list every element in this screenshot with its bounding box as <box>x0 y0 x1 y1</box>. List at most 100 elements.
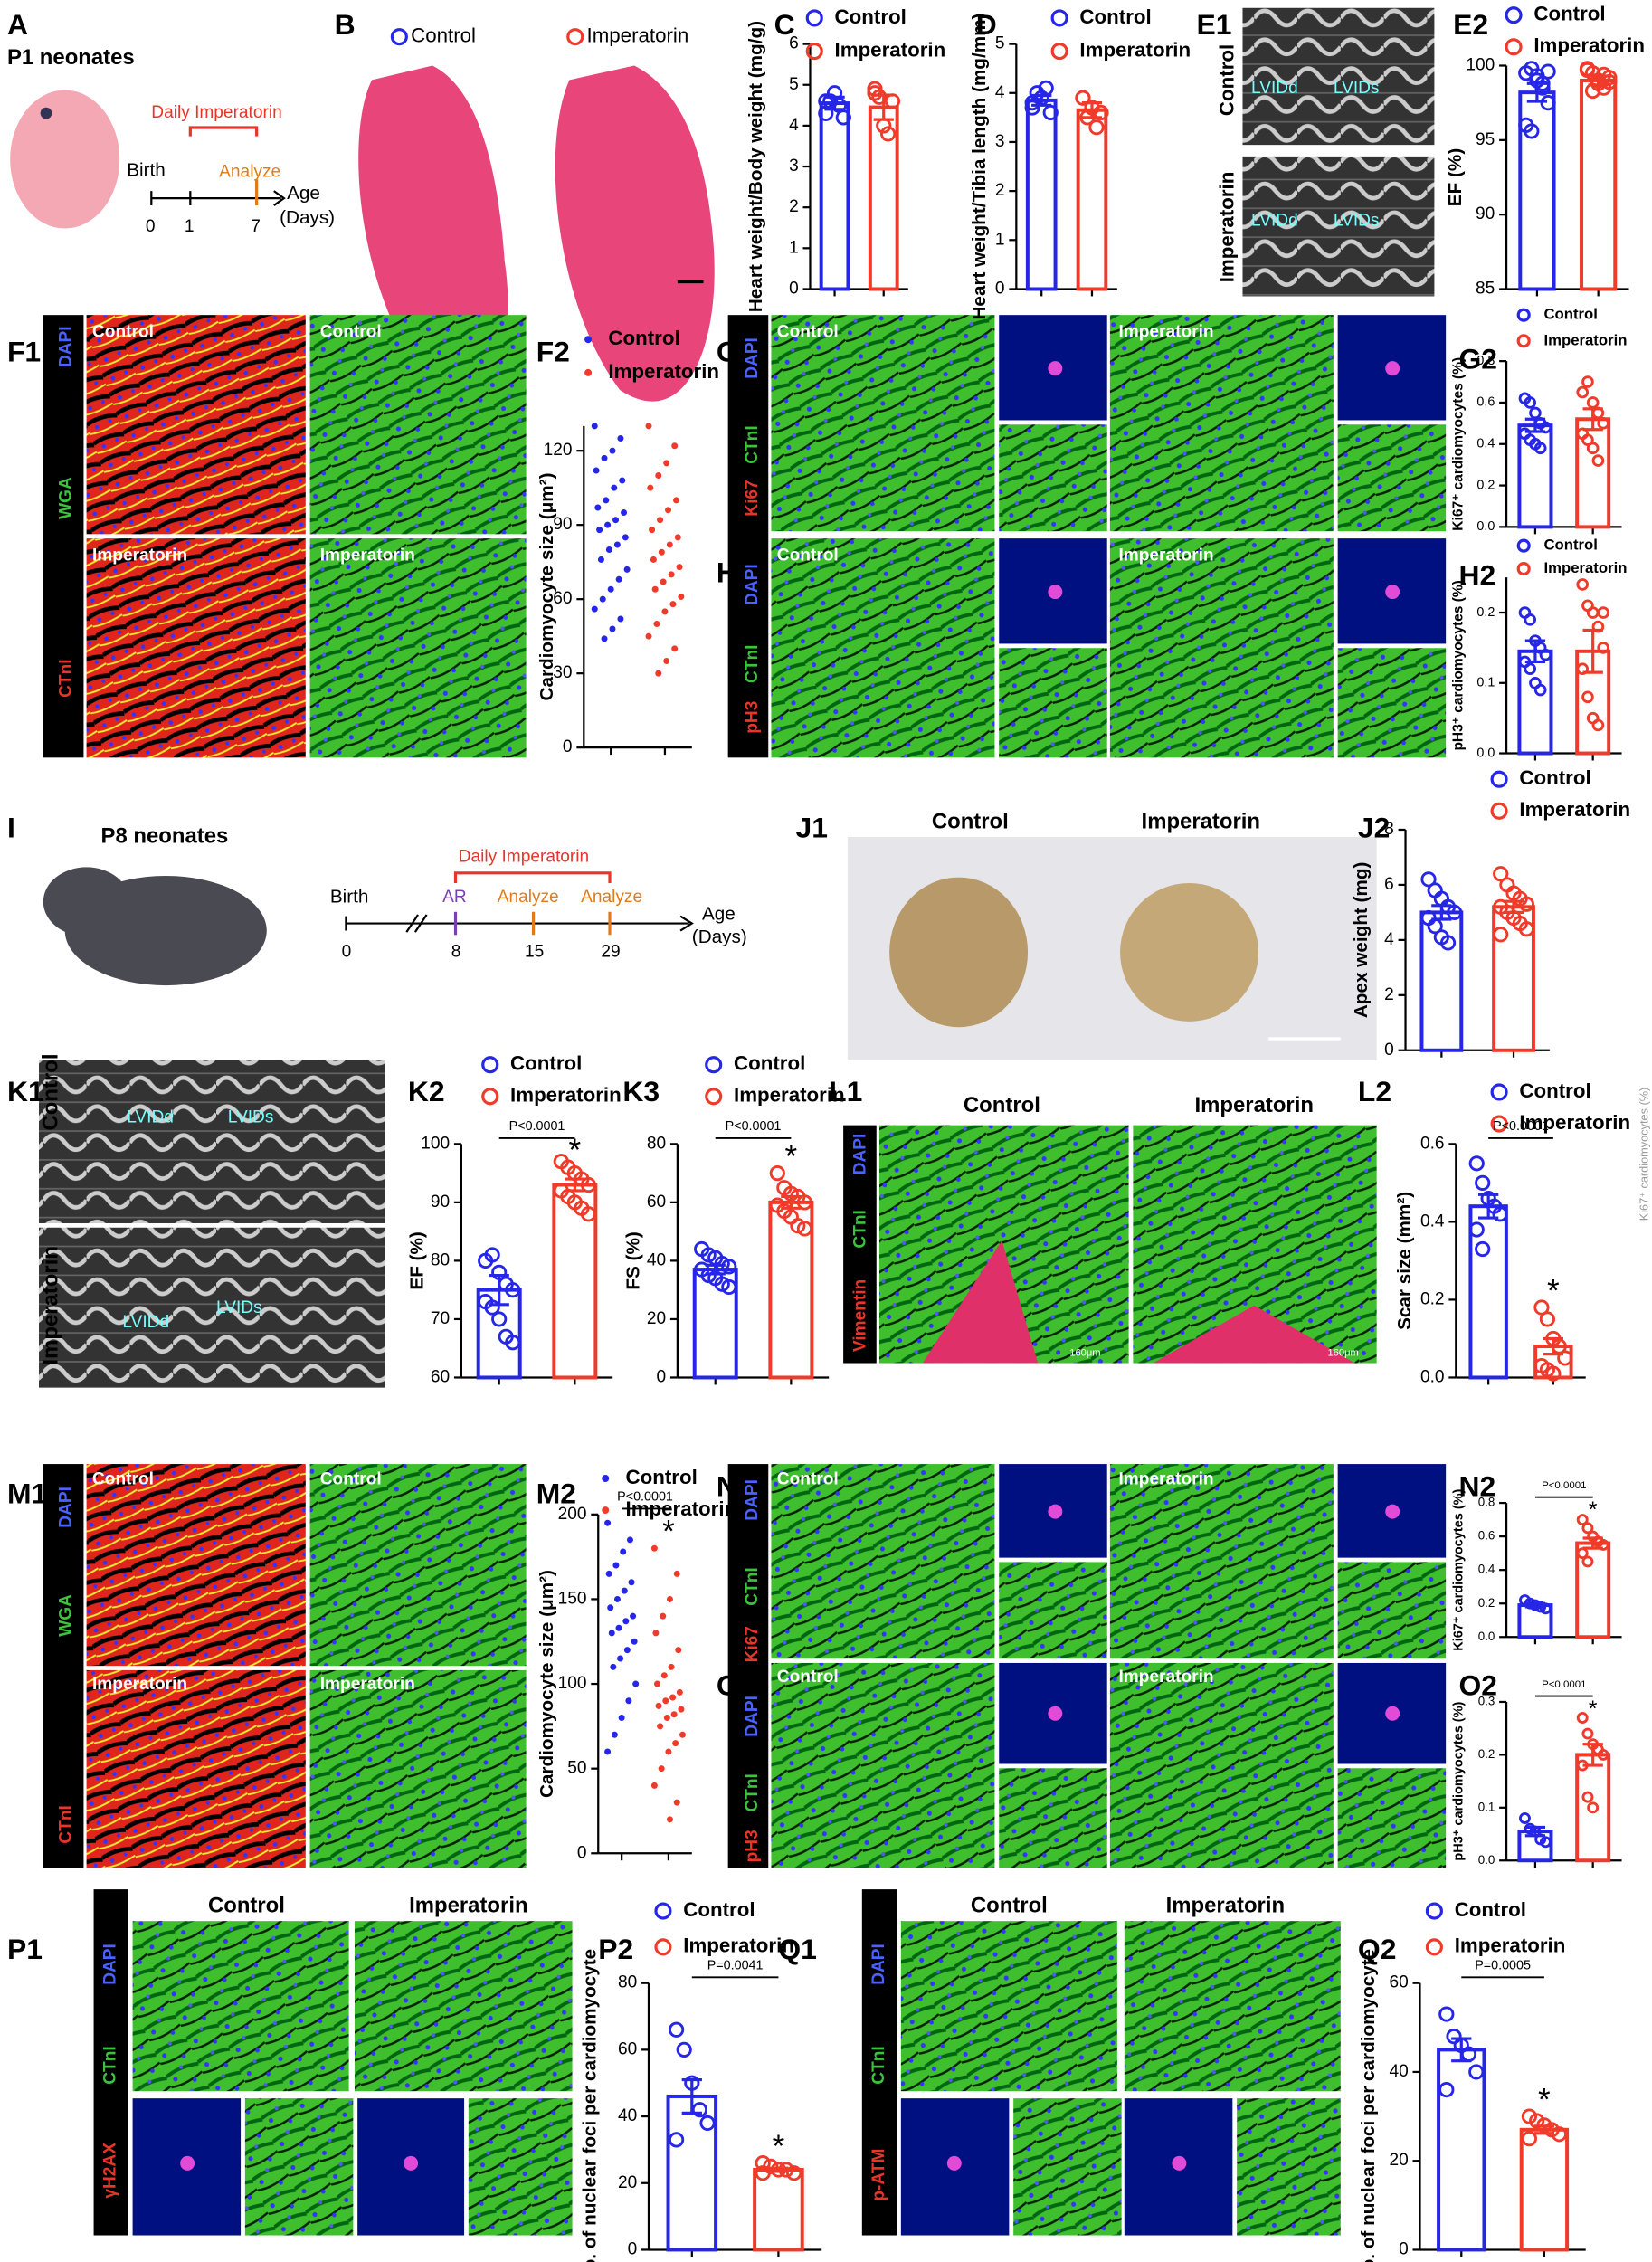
data-point <box>653 1680 661 1687</box>
inset-row <box>132 2098 573 2236</box>
data-point <box>822 93 839 109</box>
data-point <box>604 1748 612 1755</box>
data-point <box>617 435 624 442</box>
panel-label: G2 <box>1458 343 1497 375</box>
bar <box>819 101 850 291</box>
data-point <box>1533 442 1547 455</box>
annotation: 7 <box>251 217 261 236</box>
data-point <box>1024 100 1040 116</box>
y-tick-label: 90 <box>553 515 572 534</box>
y-axis-label: Cardiomyocyte size (μm²) <box>536 1570 557 1798</box>
y-tick-label: 0.1 <box>1476 676 1495 690</box>
data-point <box>663 1714 670 1722</box>
bar <box>753 2168 804 2252</box>
data-point <box>679 1731 686 1738</box>
micrograph <box>309 538 527 758</box>
significance-star: * <box>1547 1273 1560 1308</box>
legend-marker <box>805 9 823 27</box>
data-point <box>1601 74 1618 90</box>
y-tick-label: 0.2 <box>1478 1596 1495 1610</box>
p-value: P<0.0001 <box>1542 1679 1586 1690</box>
annotation: Imperatorin <box>92 1675 187 1694</box>
data-point <box>665 507 672 514</box>
inset-row <box>900 2098 1341 2236</box>
micrograph-group <box>771 315 1447 758</box>
micrograph <box>309 1669 527 1868</box>
data-point <box>1533 1299 1550 1316</box>
legend-marker <box>1490 802 1508 820</box>
legend-marker <box>1425 1938 1443 1956</box>
legend-marker <box>1505 6 1523 24</box>
y-tick-label: 5 <box>789 75 799 94</box>
legend-label: Control <box>608 327 679 349</box>
p-value: P<0.0001 <box>617 1489 673 1504</box>
y-tick-label: 0 <box>789 280 799 299</box>
chart: 0 20 40 60 No. of nuclear foci per cardiomyo… <box>1358 1898 1586 2262</box>
data-point <box>1438 2006 1455 2022</box>
annotation: Control <box>777 1470 839 1489</box>
data-point <box>1468 2064 1485 2080</box>
annotation: CTnI <box>743 645 762 683</box>
significance-star: * <box>785 1139 798 1174</box>
data-point <box>1529 406 1542 420</box>
legend-label: Imperatorin <box>1519 798 1630 821</box>
annotation: DAPI <box>56 326 75 367</box>
chart: 0 1 2 3 4 5 6 Heart weight/Body weight (mg/g) Co… <box>745 5 945 312</box>
data-point <box>721 1278 737 1296</box>
legend-marker <box>1516 562 1531 576</box>
annotation: CTnI <box>101 2046 120 2084</box>
annotation: LVIDd <box>127 1108 174 1127</box>
data-point <box>1038 80 1054 96</box>
data-point <box>647 484 654 491</box>
y-tick-label: 0.6 <box>1478 1529 1495 1543</box>
chart: 0 20 40 60 80 FS (%) Control Imperatorin P<0.000… <box>623 1052 845 1387</box>
annotation: 0 <box>146 217 156 236</box>
data-point <box>1591 406 1605 420</box>
chart: 0 50 100 150 200 Cardiomyocyte size (μm²) Cont… <box>536 1466 736 1862</box>
micrograph <box>86 315 306 535</box>
y-axis-label: Heart weight/Body weight (mg/g) <box>745 21 766 312</box>
data-point <box>755 2155 771 2172</box>
y-tick-label: 5 <box>995 34 1005 53</box>
data-point <box>796 1194 813 1211</box>
data-point <box>615 575 622 583</box>
data-point <box>626 1536 633 1544</box>
legend-marker <box>481 1056 499 1074</box>
data-point <box>1597 1748 1609 1761</box>
data-point <box>1581 375 1594 388</box>
annotation: Control <box>411 24 476 47</box>
bar <box>1519 2127 1570 2252</box>
annotation: CTnI <box>56 659 75 697</box>
data-point <box>666 1816 673 1823</box>
y-tick-label: 0.3 <box>1478 1695 1495 1708</box>
data-point <box>666 541 673 548</box>
data-point <box>622 534 629 541</box>
treatment-bracket <box>188 126 259 137</box>
data-point <box>605 546 612 554</box>
p-value: P<0.0001 <box>509 1119 565 1134</box>
y-tick-label: 20 <box>647 1309 666 1328</box>
data-point <box>1597 642 1609 654</box>
p-value: P<0.0001 <box>1493 1119 1549 1134</box>
data-point <box>1524 613 1537 626</box>
data-point <box>660 1672 668 1679</box>
annotation: Control <box>320 322 382 341</box>
data-point <box>621 1587 628 1594</box>
data-point <box>665 1748 672 1755</box>
data-point <box>1024 95 1040 111</box>
data-point <box>1576 662 1590 676</box>
legend-marker <box>602 1506 610 1515</box>
data-point <box>876 118 892 134</box>
y-axis-label: No. of nuclear foci per cardiomyocyte <box>580 1949 601 2262</box>
y-tick-label: 0.4 <box>1476 437 1495 451</box>
stain-strip <box>727 315 769 758</box>
y-tick-label: 90 <box>1476 204 1495 223</box>
y-axis-label: Ki67⁺ cardiomyocytes (%) <box>1451 1488 1466 1650</box>
y-tick-label: 0.0 <box>1478 1853 1495 1867</box>
data-point <box>612 1562 620 1569</box>
annotation: DAPI <box>101 1944 120 1985</box>
annotation: Imperatorin <box>1118 546 1213 565</box>
legend-label: Control <box>734 1052 805 1075</box>
panel-label: H1 <box>717 556 754 588</box>
echo-image <box>1242 156 1435 297</box>
